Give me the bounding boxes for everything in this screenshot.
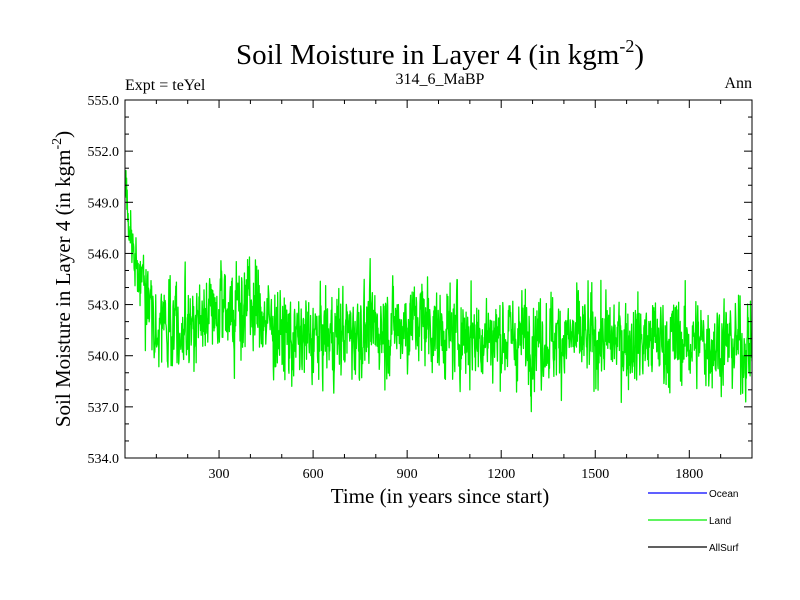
legend: Ocean Land AllSurf [648, 489, 739, 554]
y-tick-label: 543.0 [88, 299, 120, 314]
y-tick-label: 540.0 [88, 350, 120, 365]
axis-layer: 534.0 537.0 540.0 543.0 546.0 549.0 552.0 555.0… [88, 94, 752, 482]
y-tick-label: 555.0 [88, 94, 120, 109]
series-line-land [125, 169, 752, 413]
chart-title: Soil Moisture in Layer 4 (in kgm-2) [236, 36, 644, 71]
y-tick-label: 546.0 [88, 247, 120, 262]
run-id-label: 314_6_MaBP [396, 71, 485, 88]
x-tick-label: 900 [397, 467, 418, 482]
y-tick-label: 552.0 [88, 145, 120, 160]
season-label: Ann [724, 75, 752, 92]
x-tick-label: 1200 [487, 467, 515, 482]
legend-label-ocean: Ocean [709, 489, 738, 500]
y-tick-label: 537.0 [88, 401, 120, 416]
legend-label-land: Land [709, 516, 731, 527]
x-tick-label: 300 [209, 467, 230, 482]
x-axis-title: Time (in years since start) [331, 484, 550, 508]
x-tick-label: 600 [303, 467, 324, 482]
y-tick-label: 549.0 [88, 196, 120, 211]
y-axis-title: Soil Moisture in Layer 4 (in kgm-2) [50, 131, 75, 427]
legend-label-allsurf: AllSurf [709, 543, 739, 554]
y-tick-label: 534.0 [88, 452, 120, 467]
x-tick-label: 1800 [675, 467, 703, 482]
x-tick-label: 1500 [581, 467, 609, 482]
experiment-label: Expt = teYel [125, 77, 206, 94]
plot-frame [124, 99, 753, 459]
series-layer [125, 169, 752, 413]
